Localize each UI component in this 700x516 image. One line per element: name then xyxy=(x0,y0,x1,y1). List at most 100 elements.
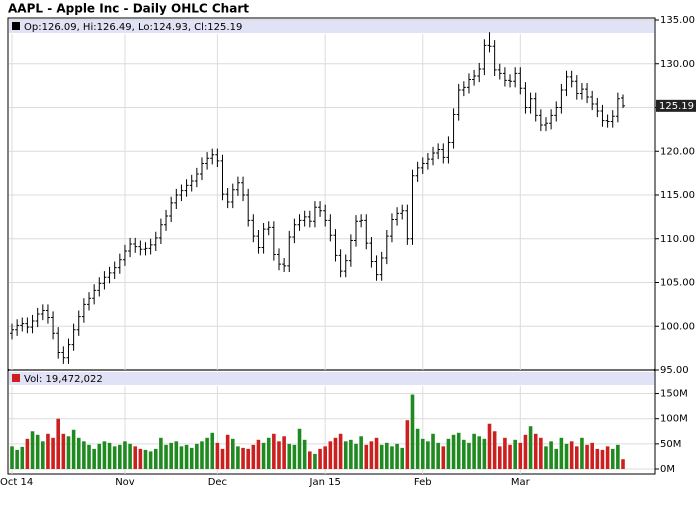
x-tick-label: Mar xyxy=(511,477,531,488)
volume-bar xyxy=(318,448,322,469)
price-legend-swatch xyxy=(12,22,20,30)
volume-bar xyxy=(580,437,584,469)
volume-bar xyxy=(364,444,369,469)
volume-bar xyxy=(282,436,286,469)
volume-bar xyxy=(354,443,358,469)
volume-bar xyxy=(56,418,61,469)
y-tick-label: 150M xyxy=(660,389,688,400)
volume-bar xyxy=(87,444,91,469)
y-tick-label: 100.00 xyxy=(660,321,695,332)
volume-bar xyxy=(503,437,507,469)
volume-bar xyxy=(554,448,559,469)
volume-bar xyxy=(441,446,446,469)
x-tick-label: Oct 14 xyxy=(0,477,33,488)
volume-bar xyxy=(200,441,204,469)
volume-bar xyxy=(482,438,487,469)
volume-bar xyxy=(426,441,430,469)
volume-bar xyxy=(41,441,45,469)
volume-bar xyxy=(128,443,132,469)
volume-bar xyxy=(492,431,497,469)
volume-bar xyxy=(30,431,35,469)
volume-bar xyxy=(385,442,389,469)
volume-bar xyxy=(616,444,620,469)
last-price-label: 125.19 xyxy=(659,101,694,112)
volume-bar xyxy=(82,441,86,469)
y-tick-label: 0M xyxy=(660,464,675,475)
volume-bar xyxy=(297,428,302,469)
volume-bar xyxy=(35,434,40,469)
x-tick-label: Dec xyxy=(208,477,227,488)
volume-bar xyxy=(76,437,81,469)
volume-bar xyxy=(71,429,76,469)
volume-bar xyxy=(523,434,528,469)
volume-bar xyxy=(467,442,471,469)
volume-bar xyxy=(246,448,250,469)
volume-bar xyxy=(528,426,533,469)
volume-bar xyxy=(153,448,158,469)
x-tick-label: Jan 15 xyxy=(309,477,341,488)
volume-bar xyxy=(66,436,71,469)
volume-bar xyxy=(241,447,245,469)
volume-bar xyxy=(138,448,143,469)
volume-legend: Vol: 19,472,022 xyxy=(24,374,103,385)
volume-bar xyxy=(302,439,307,469)
volume-bar xyxy=(349,439,353,469)
volume-bar xyxy=(133,446,138,469)
volume-bar xyxy=(287,443,292,469)
volume-bar xyxy=(230,438,235,469)
y-tick-label: 130.00 xyxy=(660,59,695,70)
volume-bar xyxy=(97,443,102,469)
volume-bar xyxy=(472,433,476,469)
volume-bar xyxy=(215,442,220,469)
volume-bar xyxy=(533,433,538,469)
y-tick-label: 120.00 xyxy=(660,146,695,157)
volume-bar xyxy=(456,432,461,469)
volume-bar xyxy=(25,438,30,469)
volume-bar xyxy=(10,446,14,469)
y-tick-label: 50M xyxy=(660,439,681,450)
volume-bar xyxy=(174,441,179,469)
price-legend-bar xyxy=(9,19,654,33)
volume-bar xyxy=(610,448,615,469)
volume-bar xyxy=(189,447,194,469)
chart-title: AAPL - Apple Inc - Daily OHLC Chart xyxy=(8,2,249,16)
volume-bar xyxy=(184,444,189,469)
volume-bar xyxy=(431,433,435,469)
volume-bar xyxy=(415,428,420,469)
volume-bar xyxy=(451,434,456,469)
volume-bar xyxy=(261,442,266,469)
volume-bar xyxy=(292,444,297,469)
volume-bar xyxy=(390,446,394,469)
volume-bar xyxy=(374,437,379,469)
volume-bar xyxy=(179,446,184,469)
volume-bar xyxy=(251,444,256,469)
price-legend: Op:126.09, Hi:126.49, Lo:124.93, Cl:125.… xyxy=(24,22,242,33)
volume-bar xyxy=(544,446,548,469)
volume-bar xyxy=(420,438,425,469)
volume-bar xyxy=(225,434,230,469)
volume-legend-bar xyxy=(9,372,654,385)
volume-bar xyxy=(277,441,281,469)
volume-bar xyxy=(164,444,168,469)
volume-bar xyxy=(159,437,163,469)
volume-bar xyxy=(272,433,276,469)
volume-bar xyxy=(508,444,512,469)
volume-bar xyxy=(210,432,215,469)
volume-bar xyxy=(379,444,384,469)
volume-bar xyxy=(220,448,225,469)
volume-bar xyxy=(256,439,261,469)
volume-bar xyxy=(487,423,492,469)
volume-bar xyxy=(359,436,363,469)
volume-bar xyxy=(549,441,553,469)
volume-bar xyxy=(118,444,122,469)
volume-bar xyxy=(266,437,271,469)
y-tick-label: 100M xyxy=(660,414,688,425)
volume-bar xyxy=(569,441,574,469)
volume-bar xyxy=(446,438,451,469)
x-tick-label: Feb xyxy=(414,477,432,488)
volume-bar xyxy=(195,443,199,469)
volume-bar xyxy=(328,441,333,469)
volume-bar xyxy=(600,449,605,469)
volume-bar xyxy=(395,443,399,469)
